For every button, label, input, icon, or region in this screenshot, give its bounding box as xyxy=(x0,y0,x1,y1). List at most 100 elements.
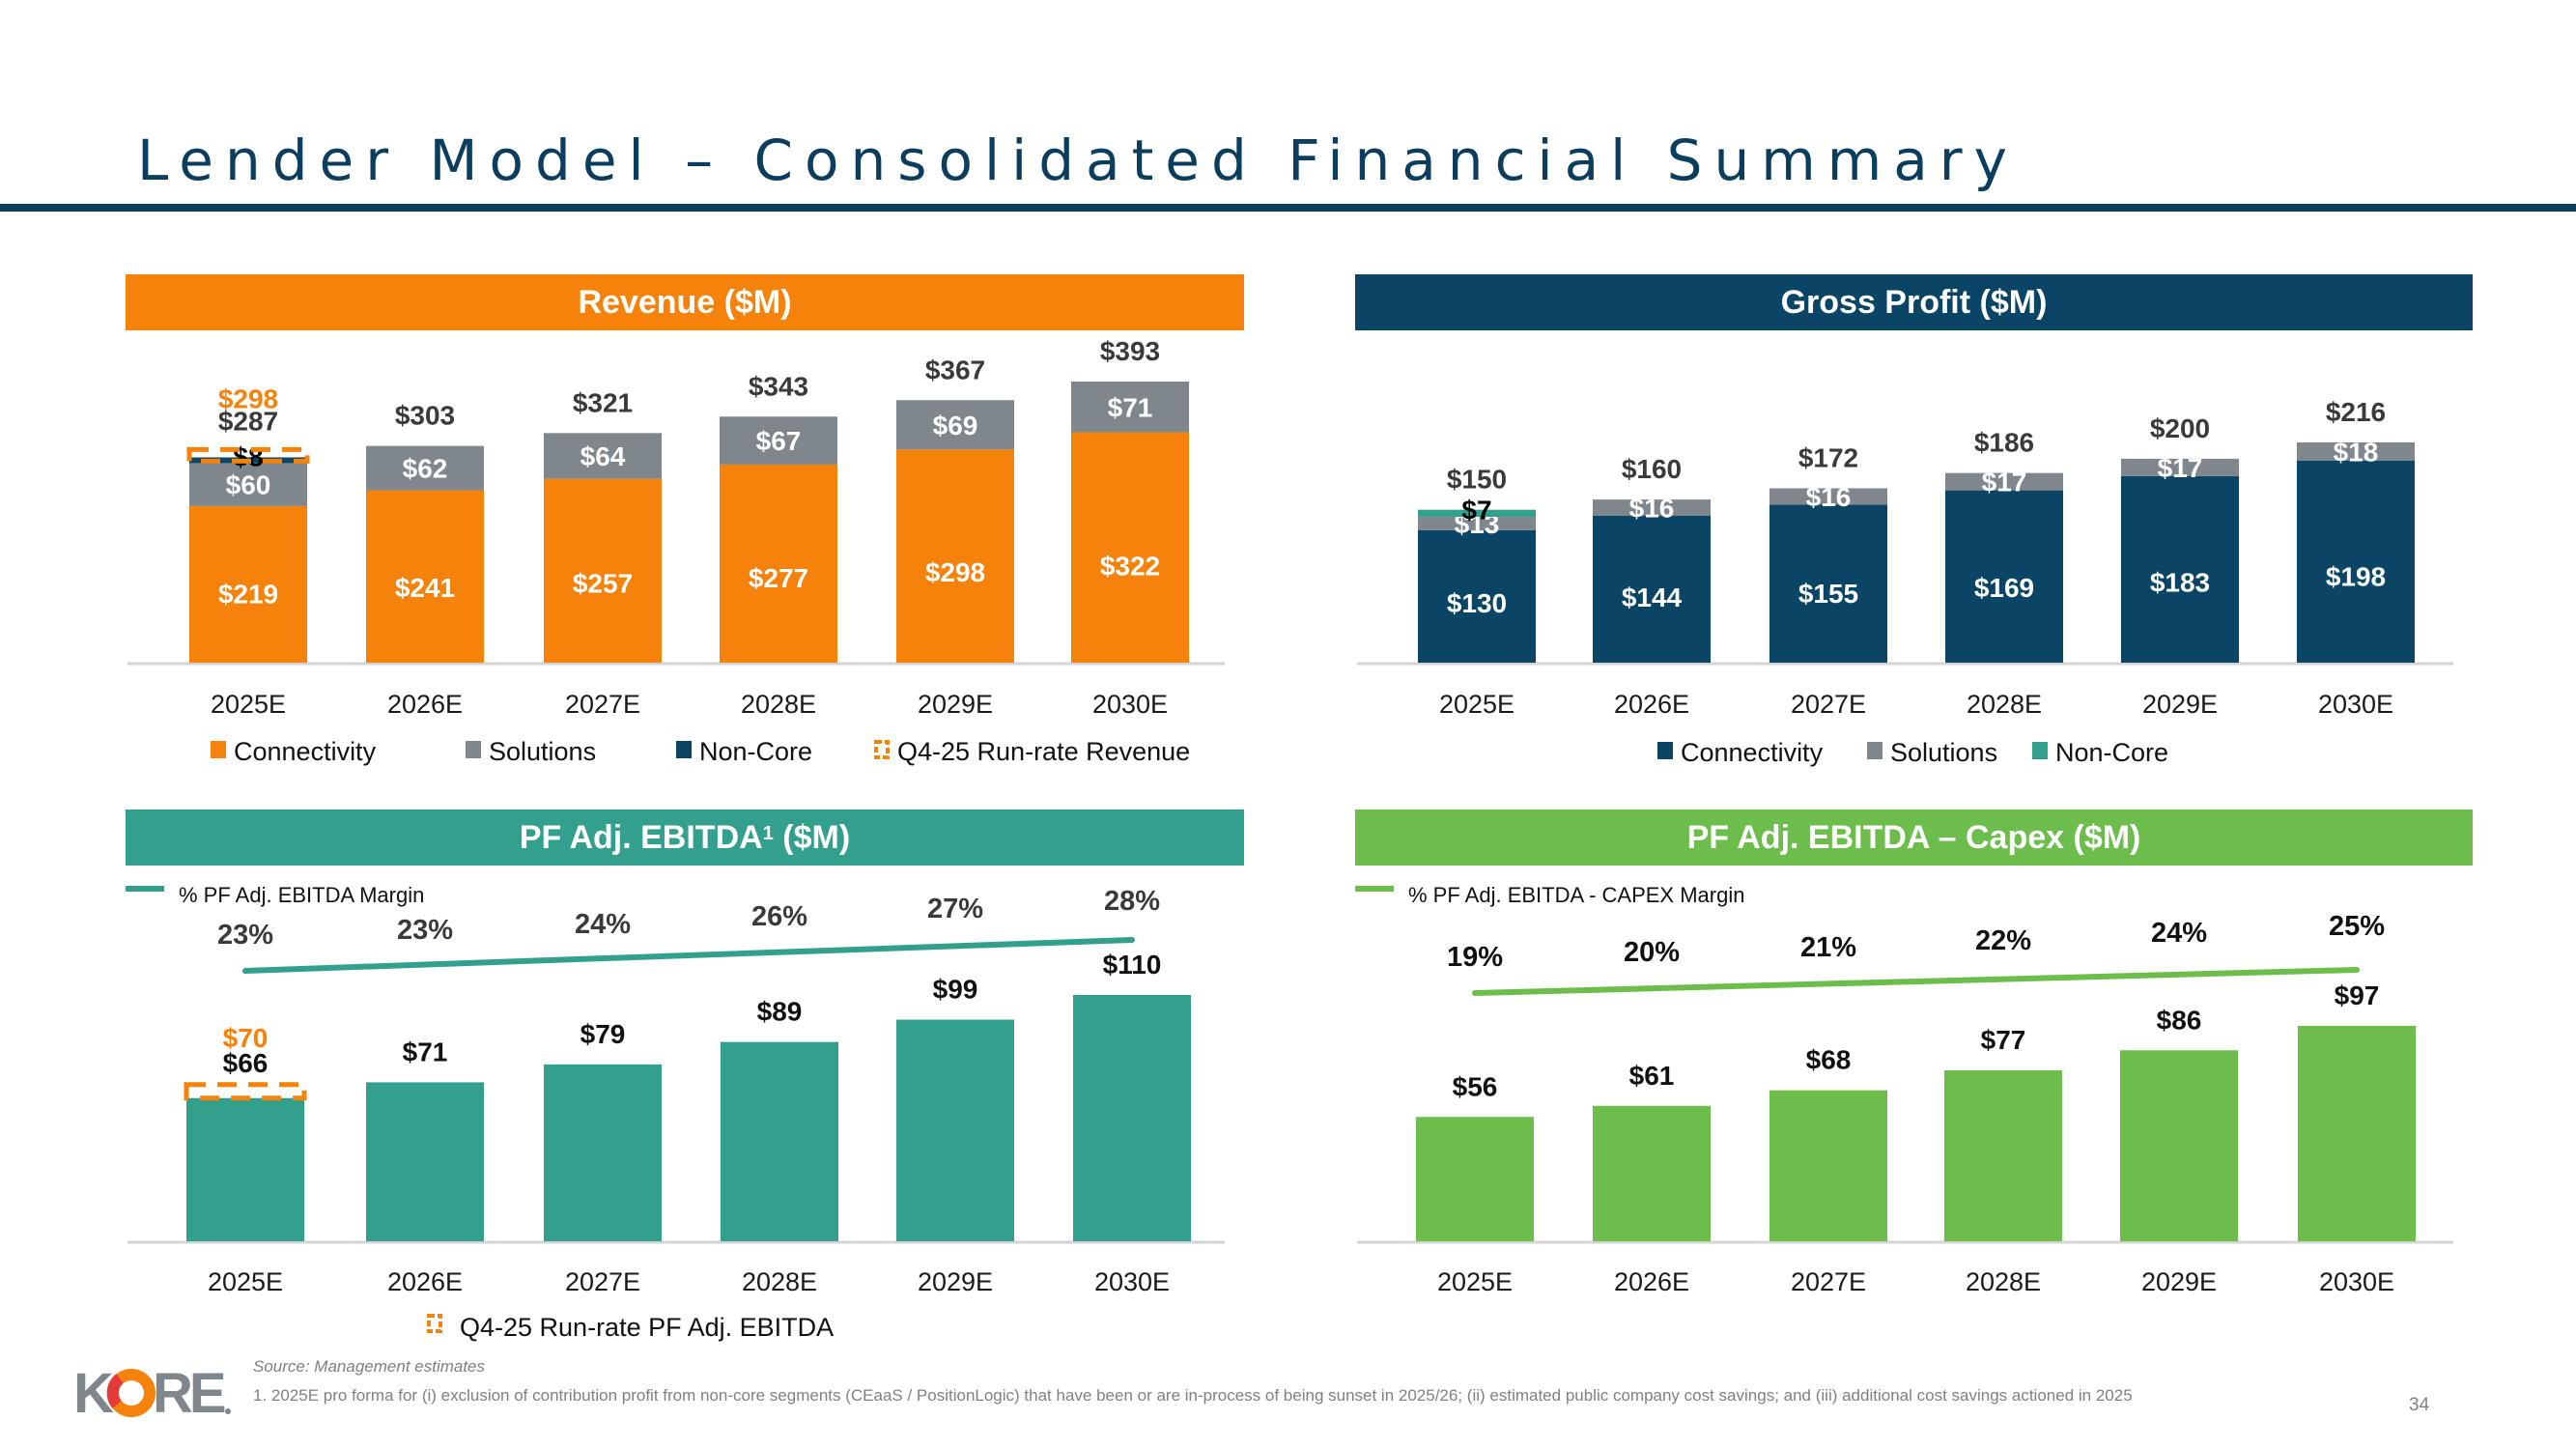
gross-profit-legend-swatch xyxy=(1657,742,1673,759)
revenue-segment-label: $219 xyxy=(218,579,278,609)
gross-profit-legend-label: Non-Core xyxy=(2055,738,2168,767)
gross-profit-chart-header: Gross Profit ($M) xyxy=(1355,274,2473,330)
gross-profit-segment-label: $144 xyxy=(1622,582,1683,612)
gross-profit-segment-label: $183 xyxy=(2150,568,2210,598)
revenue-segment-label: $8 xyxy=(233,441,263,471)
gross-profit-segment-label: $7 xyxy=(1461,495,1491,525)
revenue-legend-swatch xyxy=(211,741,226,758)
ebitda-bar xyxy=(186,1094,304,1241)
revenue-bar-connectivity xyxy=(1071,432,1189,663)
ebitda-capex-value-label: $77 xyxy=(1981,1025,2026,1055)
ebitda-capex-value-label: $61 xyxy=(1629,1061,1675,1091)
gross-profit-x-tick-label: 2028E xyxy=(1967,690,2042,719)
ebitda-capex-value-label: $97 xyxy=(2335,980,2380,1010)
revenue-legend-label: Q4-25 Run-rate Revenue xyxy=(897,737,1190,766)
gross-profit-legend-swatch xyxy=(1867,742,1882,759)
ebitda-margin-line xyxy=(242,937,1135,974)
title-divider xyxy=(0,204,2576,212)
gross-profit-bar-connectivity xyxy=(1945,490,2063,663)
gross-profit-total-label: $216 xyxy=(2326,397,2386,427)
revenue-x-tick-label: 2027E xyxy=(565,690,640,719)
ebitda-chart-title: PF Adj. EBITDA xyxy=(519,818,763,856)
revenue-bar-solutions xyxy=(366,445,484,491)
revenue-total-label: $321 xyxy=(573,387,633,417)
gross-profit-bar-non-core xyxy=(1418,509,1536,518)
ebitda-value-label: $66 xyxy=(223,1048,269,1078)
ebitda-value-label: $110 xyxy=(1103,950,1162,980)
gross-profit-x-tick-label: 2025E xyxy=(1439,690,1514,719)
revenue-legend-label: Non-Core xyxy=(699,737,812,766)
svg-text:RE: RE xyxy=(153,1364,225,1420)
ebitda-bar xyxy=(366,1082,484,1241)
ebitda-value-label: $99 xyxy=(933,975,978,1005)
revenue-chart-title: Revenue ($M) xyxy=(578,283,792,321)
ebitda-legend-label: Q4-25 Run-rate PF Adj. EBITDA xyxy=(460,1313,834,1342)
footnote-marker: 1 xyxy=(762,822,774,844)
revenue-x-tick-label: 2026E xyxy=(387,690,463,719)
gross-profit-segment-label: $16 xyxy=(1629,494,1675,524)
revenue-segment-label: $241 xyxy=(395,573,455,603)
gross-profit-legend-swatch xyxy=(2032,742,2048,759)
gross-profit-bar-solutions xyxy=(1418,517,1536,530)
ebitda-capex-value-label: $56 xyxy=(1453,1071,1498,1101)
ebitda-capex-margin-label: 22% xyxy=(1975,925,2031,956)
revenue-bar-solutions xyxy=(189,463,307,506)
gross-profit-x-tick-label: 2027E xyxy=(1791,690,1866,719)
revenue-total-label: $287 xyxy=(218,406,278,436)
ebitda-x-tick-label: 2027E xyxy=(565,1267,640,1296)
ebitda-capex-x-tick-label: 2029E xyxy=(2141,1267,2217,1296)
gross-profit-total-label: $200 xyxy=(2150,413,2210,443)
gross-profit-bar-connectivity xyxy=(1418,529,1536,663)
gross-profit-x-tick-label: 2029E xyxy=(2142,690,2218,719)
ebitda-margin-label: 28% xyxy=(1104,886,1160,917)
ebitda-margin-legend-label: % PF Adj. EBITDA Margin xyxy=(179,883,424,907)
ebitda-capex-chart-header: PF Adj. EBITDA – Capex ($M) xyxy=(1355,810,2473,866)
revenue-segment-label: $69 xyxy=(933,411,978,440)
revenue-bar-solutions xyxy=(896,400,1014,450)
revenue-segment-label: $62 xyxy=(403,454,448,484)
revenue-total-label: $393 xyxy=(1100,336,1160,366)
ebitda-capex-bar xyxy=(1769,1090,1887,1241)
ebitda-capex-x-tick-label: 2025E xyxy=(1437,1267,1513,1296)
gross-profit-total-label: $172 xyxy=(1798,443,1858,473)
revenue-bar-connectivity xyxy=(896,449,1014,663)
revenue-chart-header: Revenue ($M) xyxy=(126,274,1244,330)
revenue-legend-label: Solutions xyxy=(489,737,596,766)
ebitda-margin-label: 23% xyxy=(217,920,273,951)
revenue-run-rate-label: $298 xyxy=(218,384,278,413)
ebitda-capex-x-tick-label: 2026E xyxy=(1614,1267,1689,1296)
gross-profit-segment-label: $18 xyxy=(2334,438,2379,468)
revenue-bar-solutions xyxy=(544,433,662,479)
gross-profit-bar-connectivity xyxy=(1769,504,1887,663)
ebitda-capex-value-label: $86 xyxy=(2157,1005,2202,1035)
ebitda-bar xyxy=(896,1019,1014,1241)
revenue-bar-connectivity xyxy=(366,490,484,663)
gross-profit-total-label: $186 xyxy=(1974,428,2034,458)
ebitda-capex-bar xyxy=(1416,1117,1534,1241)
revenue-bar-connectivity xyxy=(544,478,662,663)
ebitda-chart-title-suffix: ($M) xyxy=(782,818,851,856)
footer-note: 1. 2025E pro forma for (i) exclusion of … xyxy=(253,1386,2133,1405)
ebitda-x-tick-label: 2030E xyxy=(1094,1267,1170,1296)
gross-profit-x-tick-label: 2030E xyxy=(2318,690,2393,719)
kore-logo: K RE xyxy=(73,1364,231,1420)
gross-profit-segment-label: $155 xyxy=(1798,579,1858,609)
gross-profit-bar-connectivity xyxy=(2121,475,2239,663)
revenue-segment-label: $64 xyxy=(580,441,626,471)
page-title: Lender Model – Consolidated Financial Su… xyxy=(137,128,2019,193)
revenue-legend-swatch xyxy=(676,741,692,758)
revenue-bar-solutions xyxy=(720,416,837,465)
revenue-total-label: $367 xyxy=(925,355,985,384)
ebitda-capex-bar xyxy=(2298,1026,2416,1241)
gross-profit-total-label: $160 xyxy=(1622,454,1682,484)
gross-profit-segment-label: $17 xyxy=(1982,468,2027,497)
revenue-segment-label: $298 xyxy=(925,557,985,587)
revenue-segment-label: $322 xyxy=(1100,551,1160,581)
gross-profit-bar-connectivity xyxy=(1593,516,1711,663)
gross-profit-bar-solutions xyxy=(2121,458,2239,476)
revenue-segment-label: $277 xyxy=(749,563,808,593)
revenue-total-label: $303 xyxy=(395,401,455,431)
ebitda-capex-bar xyxy=(1593,1105,1711,1241)
gross-profit-bar-solutions xyxy=(1945,472,2063,491)
